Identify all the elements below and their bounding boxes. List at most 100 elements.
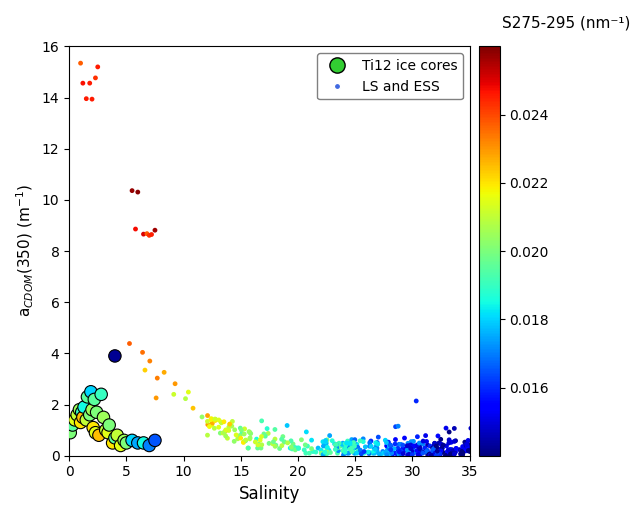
Point — [188, 404, 198, 412]
Point — [234, 431, 245, 440]
Point — [152, 374, 162, 382]
Point — [442, 448, 452, 456]
Point — [115, 441, 126, 450]
Point — [183, 388, 193, 396]
Point — [372, 438, 383, 447]
Point — [383, 442, 393, 451]
Point — [133, 188, 143, 196]
Point — [408, 437, 419, 445]
Point — [458, 449, 468, 457]
Point — [349, 441, 359, 449]
Point — [462, 442, 472, 450]
Point — [348, 438, 359, 447]
Point — [386, 449, 397, 457]
Point — [109, 434, 120, 442]
Point — [412, 448, 422, 456]
Point — [393, 422, 403, 430]
Point — [260, 432, 270, 440]
Point — [400, 446, 410, 454]
Point — [270, 425, 280, 434]
Point — [245, 434, 255, 442]
Point — [459, 443, 469, 451]
Point — [87, 95, 97, 103]
Point — [363, 448, 374, 456]
Point — [216, 419, 227, 427]
Point — [456, 447, 466, 455]
Point — [180, 395, 191, 403]
Point — [451, 444, 461, 453]
Point — [348, 446, 358, 454]
Point — [207, 421, 217, 429]
Point — [337, 447, 348, 455]
Point — [463, 436, 473, 444]
Point — [400, 445, 410, 453]
Point — [276, 435, 287, 443]
Point — [307, 444, 317, 453]
Point — [415, 446, 426, 454]
Point — [68, 421, 78, 429]
Point — [308, 448, 318, 456]
Point — [220, 427, 231, 436]
Point — [279, 438, 289, 446]
Point — [210, 416, 220, 425]
Point — [369, 446, 379, 454]
Point — [385, 442, 395, 451]
Point — [393, 446, 404, 454]
Point — [445, 445, 455, 453]
Point — [408, 442, 419, 450]
Point — [330, 440, 340, 448]
Point — [282, 421, 292, 429]
Point — [404, 450, 414, 458]
Point — [460, 440, 471, 449]
Point — [77, 408, 87, 416]
Point — [209, 424, 220, 433]
Point — [456, 450, 466, 458]
Point — [301, 449, 311, 457]
Point — [468, 446, 478, 454]
Point — [214, 423, 224, 431]
Point — [385, 450, 395, 458]
Point — [300, 441, 310, 449]
Point — [406, 441, 416, 449]
Point — [390, 435, 401, 443]
Point — [274, 444, 285, 453]
Point — [293, 444, 303, 452]
Point — [390, 423, 401, 431]
Point — [414, 443, 424, 451]
Point — [450, 449, 460, 457]
Point — [109, 352, 120, 360]
Point — [137, 348, 147, 356]
Point — [394, 440, 404, 449]
Point — [433, 439, 444, 447]
Point — [393, 444, 403, 453]
Point — [84, 411, 95, 419]
Point — [343, 437, 353, 445]
Point — [229, 426, 240, 434]
Point — [464, 441, 474, 450]
Point — [415, 441, 425, 449]
Point — [406, 444, 416, 453]
Point — [202, 431, 213, 439]
Point — [331, 440, 341, 449]
Point — [285, 444, 296, 452]
Point — [99, 413, 109, 422]
Point — [318, 442, 328, 450]
Point — [244, 427, 254, 436]
Point — [413, 451, 424, 459]
Point — [127, 436, 137, 444]
Point — [256, 417, 267, 425]
Point — [360, 448, 370, 456]
Point — [206, 415, 216, 424]
Point — [434, 450, 444, 458]
Point — [204, 422, 214, 430]
Point — [383, 446, 393, 454]
Point — [344, 449, 354, 457]
Point — [437, 444, 447, 453]
Point — [412, 441, 422, 449]
Point — [140, 366, 150, 374]
Point — [394, 451, 404, 459]
Point — [346, 436, 357, 444]
Point — [278, 433, 288, 441]
Point — [408, 442, 419, 450]
Point — [202, 417, 213, 425]
